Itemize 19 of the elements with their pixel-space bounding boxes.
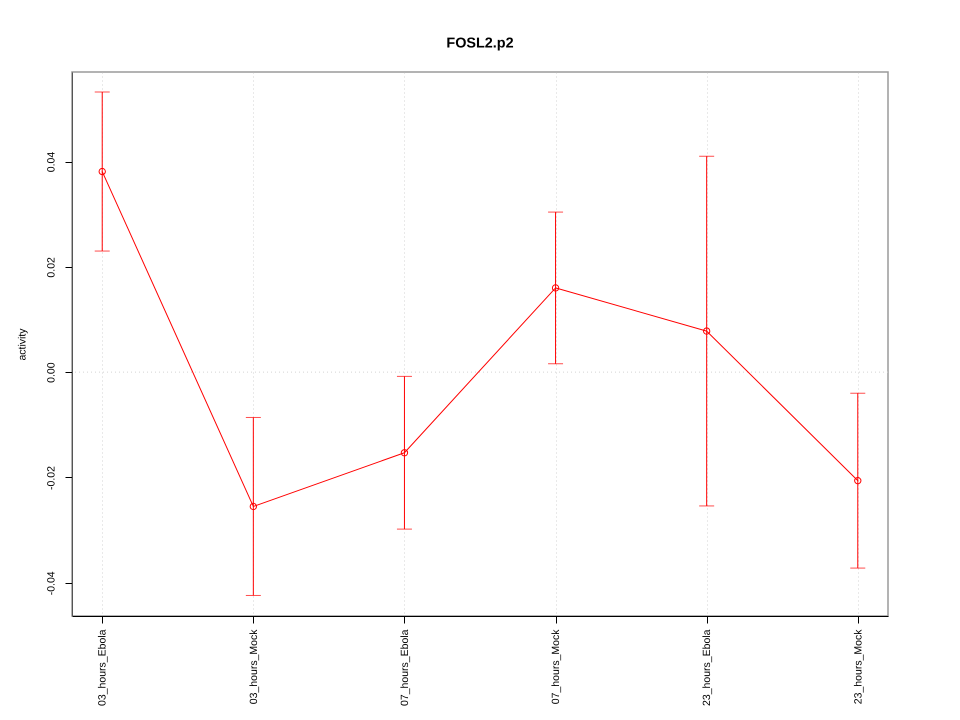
x-tick-label: 23_hours_Ebola [701, 629, 714, 706]
x-tick-label: 03_hours_Mock [248, 628, 260, 704]
point [552, 284, 560, 292]
point [400, 449, 408, 456]
y-axis-title: activity [16, 328, 28, 361]
point [98, 168, 106, 176]
point [250, 502, 257, 510]
x-tick-label: 07_hours_Ebola [398, 629, 411, 706]
point [854, 477, 862, 484]
y-tick-label: 0.04 [46, 152, 58, 172]
chart-title: FOSL2.p2 [446, 36, 514, 52]
point [703, 327, 710, 335]
x-tick-label: 03_hours_Ebola [96, 629, 109, 706]
x-tick-label: 23_hours_Mock [852, 628, 864, 704]
y-tick-label: -0.02 [46, 466, 58, 490]
x-tick-label: 07_hours_Mock [550, 628, 562, 704]
y-tick-label: 0.02 [46, 256, 58, 278]
y-tick-label: -0.04 [46, 571, 58, 596]
y-tick-label: 0.00 [46, 362, 58, 383]
